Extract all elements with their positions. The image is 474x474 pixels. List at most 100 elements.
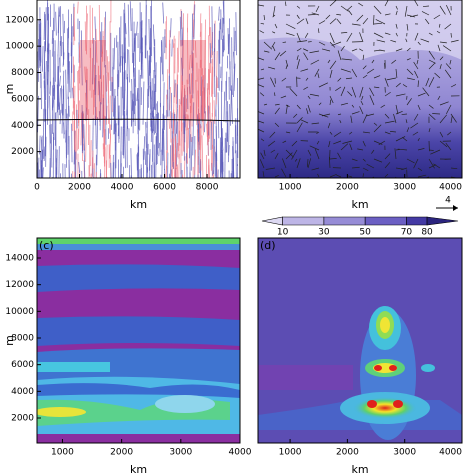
texture	[406, 47, 411, 52]
texture	[439, 131, 444, 138]
texture	[265, 167, 276, 170]
texture	[178, 99, 180, 152]
x-tick-label: 1000	[51, 448, 74, 458]
texture	[406, 58, 411, 61]
texture	[285, 152, 293, 160]
texture	[439, 5, 446, 15]
texture	[147, 50, 149, 97]
texture	[165, 165, 168, 178]
texture	[122, 58, 124, 116]
texture	[37, 95, 39, 133]
texture	[220, 123, 222, 173]
texture	[449, 59, 452, 65]
texture	[40, 164, 42, 178]
texture	[395, 167, 404, 170]
texture	[296, 48, 302, 52]
texture	[206, 123, 208, 137]
texture	[412, 131, 419, 136]
texture	[375, 19, 386, 25]
texture	[384, 120, 395, 124]
texture	[263, 103, 268, 106]
texture	[296, 32, 301, 42]
texture	[285, 104, 288, 115]
texture	[340, 143, 349, 151]
texture	[62, 13, 65, 60]
x-tick-label: 2000	[336, 183, 359, 193]
texture	[80, 30, 83, 86]
texture	[268, 140, 276, 147]
texture	[105, 65, 107, 120]
texture	[307, 14, 316, 16]
texture	[351, 158, 358, 162]
texture	[307, 104, 311, 113]
texture	[335, 86, 342, 91]
texture	[369, 95, 375, 106]
texture	[270, 149, 276, 153]
y-tick-label: 2000	[11, 414, 34, 424]
texture	[395, 68, 398, 78]
texture	[329, 69, 333, 79]
texture	[365, 113, 375, 117]
texture	[259, 92, 265, 97]
texture	[305, 77, 309, 81]
texture	[318, 41, 326, 46]
texture	[55, 11, 57, 36]
texture	[439, 114, 447, 124]
x-axis-label: km	[130, 198, 147, 211]
texture	[140, 20, 143, 79]
texture	[390, 131, 397, 133]
texture	[285, 64, 288, 70]
texture	[222, 18, 224, 33]
texture	[439, 140, 448, 148]
texture	[114, 95, 117, 132]
colorbar-segment	[406, 216, 428, 226]
texture	[217, 169, 219, 178]
texture	[232, 174, 234, 178]
y-tick-label: 8000	[11, 68, 34, 78]
texture	[122, 71, 125, 130]
texture	[327, 59, 331, 64]
texture	[191, 52, 194, 99]
texture	[202, 90, 204, 136]
texture	[189, 73, 191, 94]
colorbar-segment	[426, 216, 459, 226]
texture	[45, 61, 47, 101]
texture	[80, 112, 83, 146]
texture	[85, 92, 87, 109]
texture	[49, 157, 51, 178]
texture	[260, 22, 265, 25]
texture	[336, 14, 342, 16]
texture	[221, 38, 223, 93]
texture	[446, 104, 452, 115]
texture	[318, 82, 329, 88]
colorbar-segment	[364, 216, 407, 226]
texture	[346, 32, 353, 42]
texture	[329, 41, 336, 48]
texture	[235, 12, 237, 56]
texture	[425, 77, 430, 87]
texture	[207, 69, 209, 127]
texture	[172, 144, 174, 178]
texture	[77, 1, 79, 14]
texture	[296, 104, 301, 110]
texture	[357, 148, 364, 151]
texture	[445, 63, 452, 70]
x-tick-label: 3000	[169, 448, 192, 458]
texture	[347, 91, 353, 97]
texture	[83, 161, 86, 178]
texture	[424, 18, 430, 25]
texture	[189, 54, 191, 70]
x-tick-label: 4000	[229, 448, 252, 458]
y-tick-label: 10000	[5, 42, 34, 52]
texture	[282, 41, 287, 43]
texture	[209, 43, 212, 64]
texture	[104, 11, 106, 68]
texture	[296, 14, 300, 19]
texture	[146, 88, 149, 128]
texture	[66, 28, 69, 84]
texture	[296, 158, 301, 169]
texture	[170, 18, 172, 38]
texture	[362, 173, 364, 178]
texture	[57, 7, 60, 34]
texture	[188, 119, 191, 159]
